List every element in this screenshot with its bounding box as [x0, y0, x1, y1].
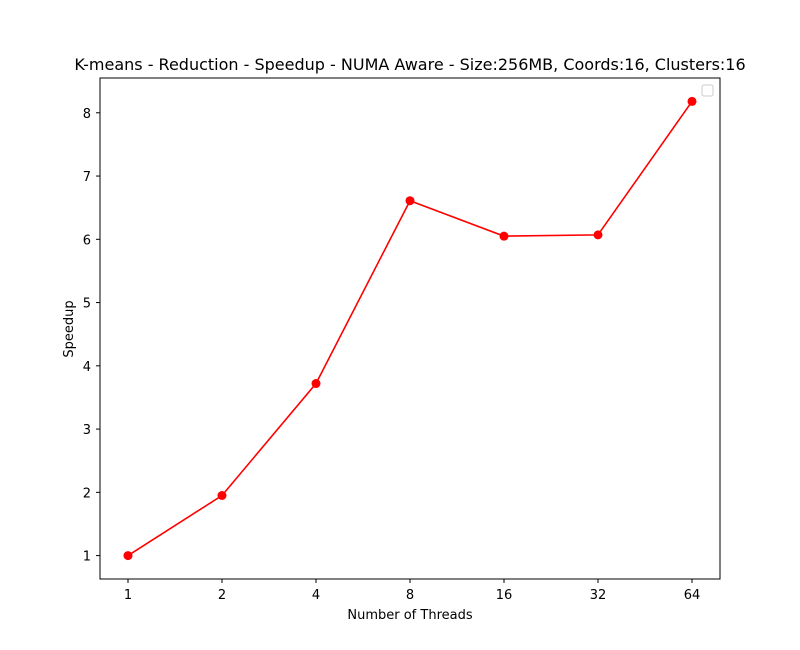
- data-point: [217, 491, 227, 500]
- y-tick-label: 5: [83, 297, 91, 312]
- x-tick-label: 8: [406, 588, 414, 603]
- y-tick-label: 2: [83, 486, 91, 501]
- x-tick-label: 64: [684, 588, 701, 603]
- chart-title: K-means - Reduction - Speedup - NUMA Awa…: [74, 55, 745, 74]
- series-line: [127, 100, 693, 557]
- x-axis-ticks: 1 2 4 8 16 32 64: [124, 579, 700, 603]
- y-tick-label: 7: [83, 170, 91, 185]
- x-axis-label: Number of Threads: [347, 608, 472, 623]
- series-layer: [123, 96, 697, 561]
- x-tick-label: 4: [312, 588, 320, 603]
- y-tick-label: 4: [83, 360, 91, 375]
- x-tick-label: 2: [218, 588, 226, 603]
- y-axis-ticks: 1 2 3 4 5 6 7 8: [83, 107, 100, 565]
- data-point: [687, 96, 697, 106]
- y-tick-label: 3: [83, 423, 91, 438]
- data-point: [311, 379, 321, 389]
- plot-frame: [99, 77, 721, 580]
- data-point: [499, 231, 509, 241]
- y-tick-label: 8: [83, 107, 91, 122]
- y-axis-label: Speedup: [62, 300, 77, 357]
- x-tick-label: 1: [124, 588, 132, 603]
- data-point: [405, 196, 415, 206]
- legend-box: [701, 84, 714, 97]
- y-tick-label: 6: [83, 233, 91, 248]
- plot-area: [99, 77, 721, 580]
- data-point: [593, 230, 603, 240]
- data-point: [123, 551, 133, 561]
- x-tick-label: 32: [590, 588, 607, 603]
- x-tick-label: 16: [496, 588, 513, 603]
- y-tick-label: 1: [83, 550, 91, 565]
